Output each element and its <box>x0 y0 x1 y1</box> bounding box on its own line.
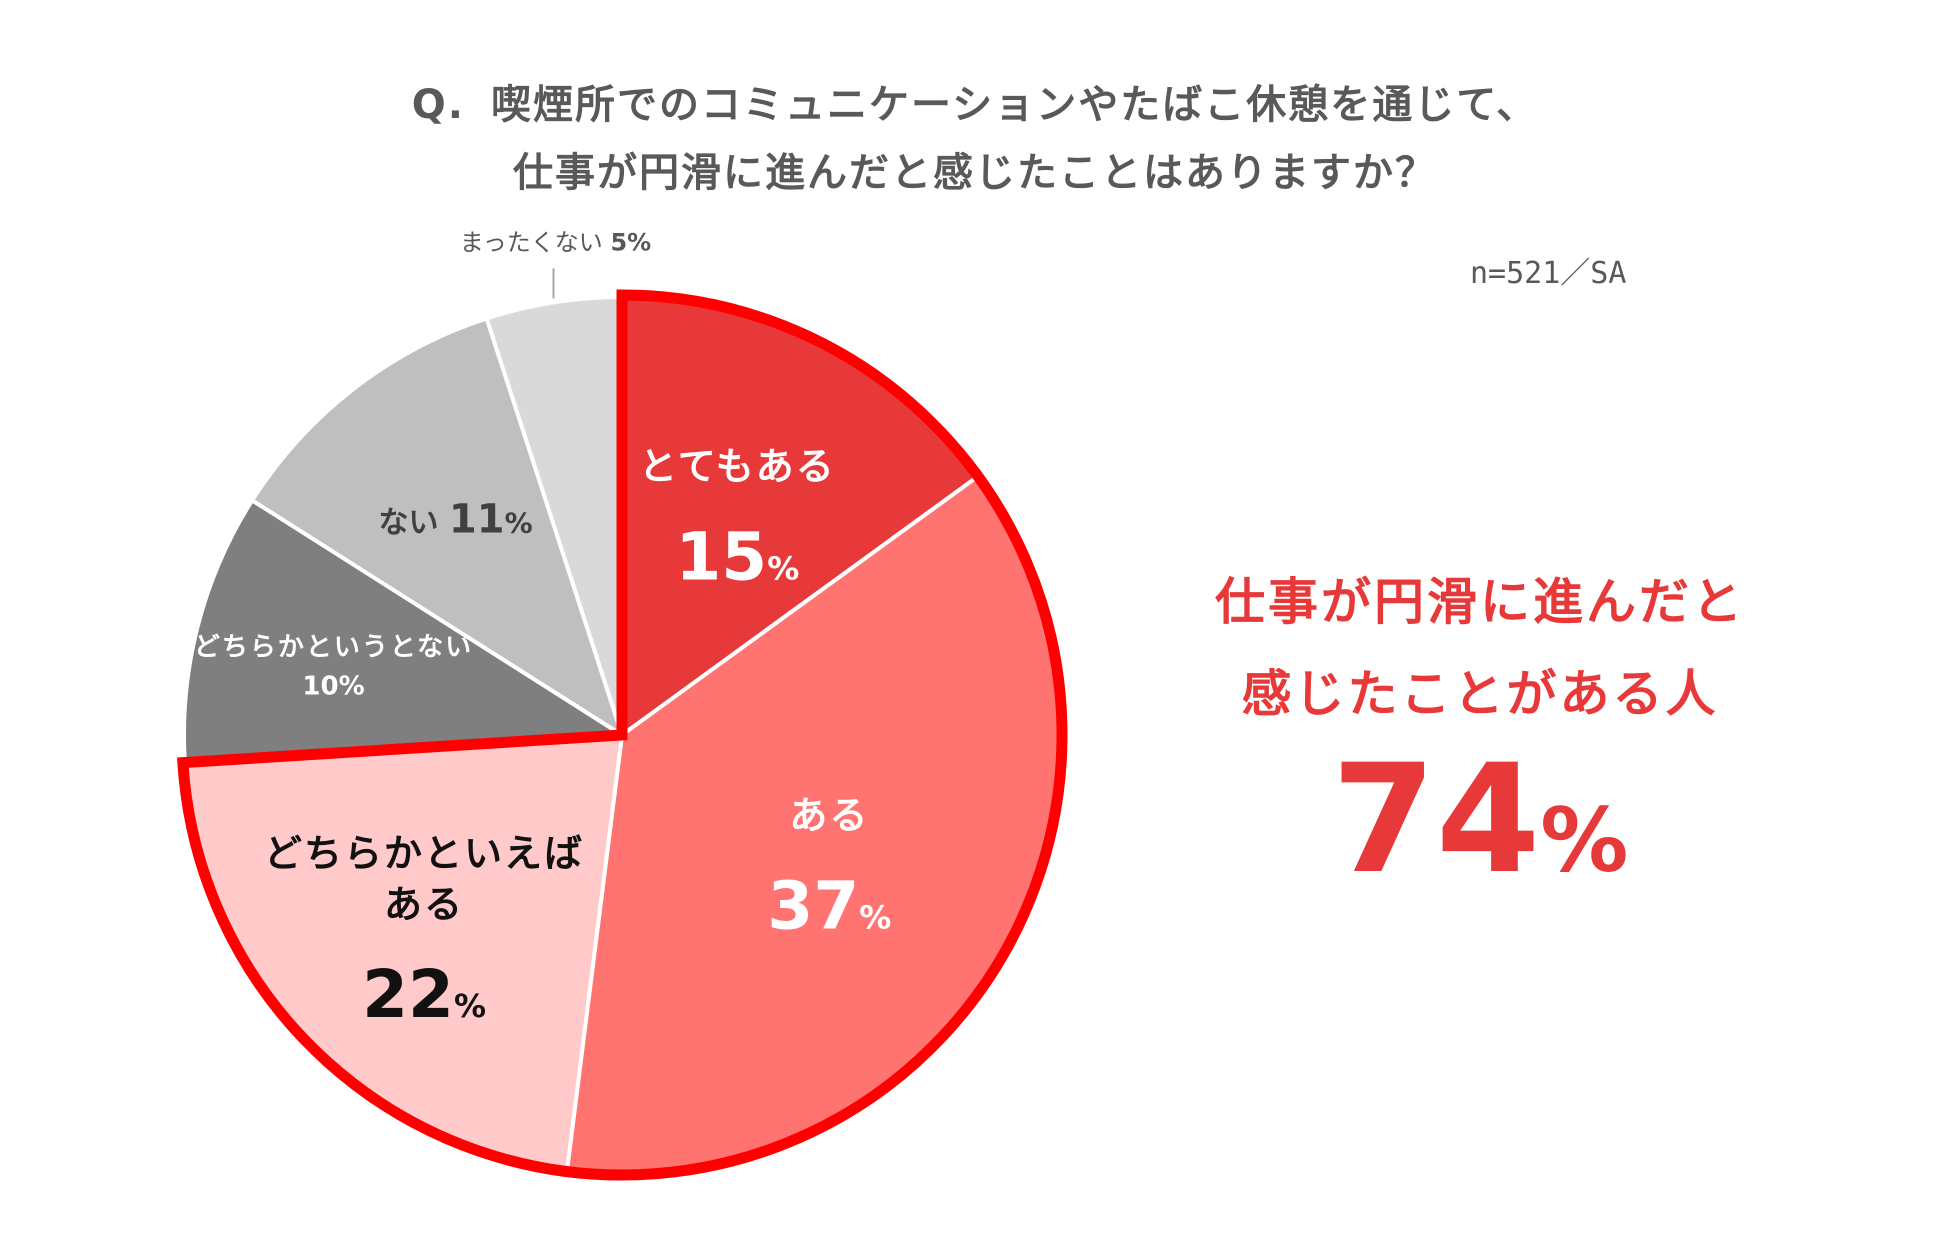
highlight-border <box>177 289 1068 1181</box>
callout-percent-sign: % <box>1540 789 1629 892</box>
slice-percent-1: % <box>767 549 799 587</box>
slice-value-number-4: 10 <box>302 672 338 702</box>
slice-labels: とてもある15%ある37%どちらかといえばある22%どちらかというとない10%な… <box>194 228 891 1033</box>
callout-line-1: 仕事が円滑に進んだと <box>1215 573 1745 631</box>
slice-value-6: 5% <box>610 228 651 256</box>
chart-title-line-2: 仕事が円滑に進んだと感じたことはありますか？ <box>513 150 1437 196</box>
callout-number: 74 <box>1331 733 1541 907</box>
pie-slice-4 <box>182 497 629 765</box>
slice-value-number-2: 37 <box>767 867 859 944</box>
title-text-1: 喫煙所でのコミュニケーションやたばこ休憩を通じて、 <box>491 82 1539 128</box>
slice-value-1: 15% <box>675 518 799 595</box>
slice-percent-5: % <box>505 506 533 539</box>
slice-value-4: 10% <box>302 672 364 702</box>
pie-slice-5 <box>249 315 626 740</box>
slice-label-2-line-1: ある <box>789 794 869 838</box>
slice-label-1-line-1: とてもある <box>639 445 836 489</box>
callout-value: 74% <box>1160 740 1800 921</box>
slice-value-number-3: 22 <box>362 956 454 1033</box>
pie-slice-3 <box>182 732 625 1172</box>
slice-label-name-5: ない <box>378 505 448 540</box>
slice-label-6: まったくない 5% <box>460 228 651 256</box>
slice-label-3-line-2: ある <box>384 883 464 927</box>
slice-value-number-1: 15 <box>675 518 767 595</box>
slice-label-name-6: まったくない <box>460 228 611 256</box>
sample-size-note: n=521／SA <box>1470 256 1627 291</box>
slice-percent-4: % <box>339 672 365 702</box>
pie-slices <box>182 294 1063 1175</box>
slice-label-4-line-1: どちらかというとない <box>194 633 473 663</box>
slice-value-3: 22% <box>362 956 486 1033</box>
question-prefix: Q. <box>411 82 465 128</box>
slice-percent-3: % <box>454 987 486 1025</box>
slice-value-2: 37% <box>767 867 891 944</box>
highlight-outline <box>177 289 1068 1181</box>
slice-percent-2: % <box>859 898 891 936</box>
chart-title-line-1: Q. 喫煙所でのコミュニケーションやたばこ休憩を通じて、 <box>0 72 1950 130</box>
slice-label-5: ない 11% <box>378 496 532 542</box>
slice-value-5: 11 <box>449 496 505 542</box>
slice-label-3-line-1: どちらかといえば <box>264 831 584 875</box>
callout-line-2: 感じたことがある人 <box>1241 665 1719 723</box>
